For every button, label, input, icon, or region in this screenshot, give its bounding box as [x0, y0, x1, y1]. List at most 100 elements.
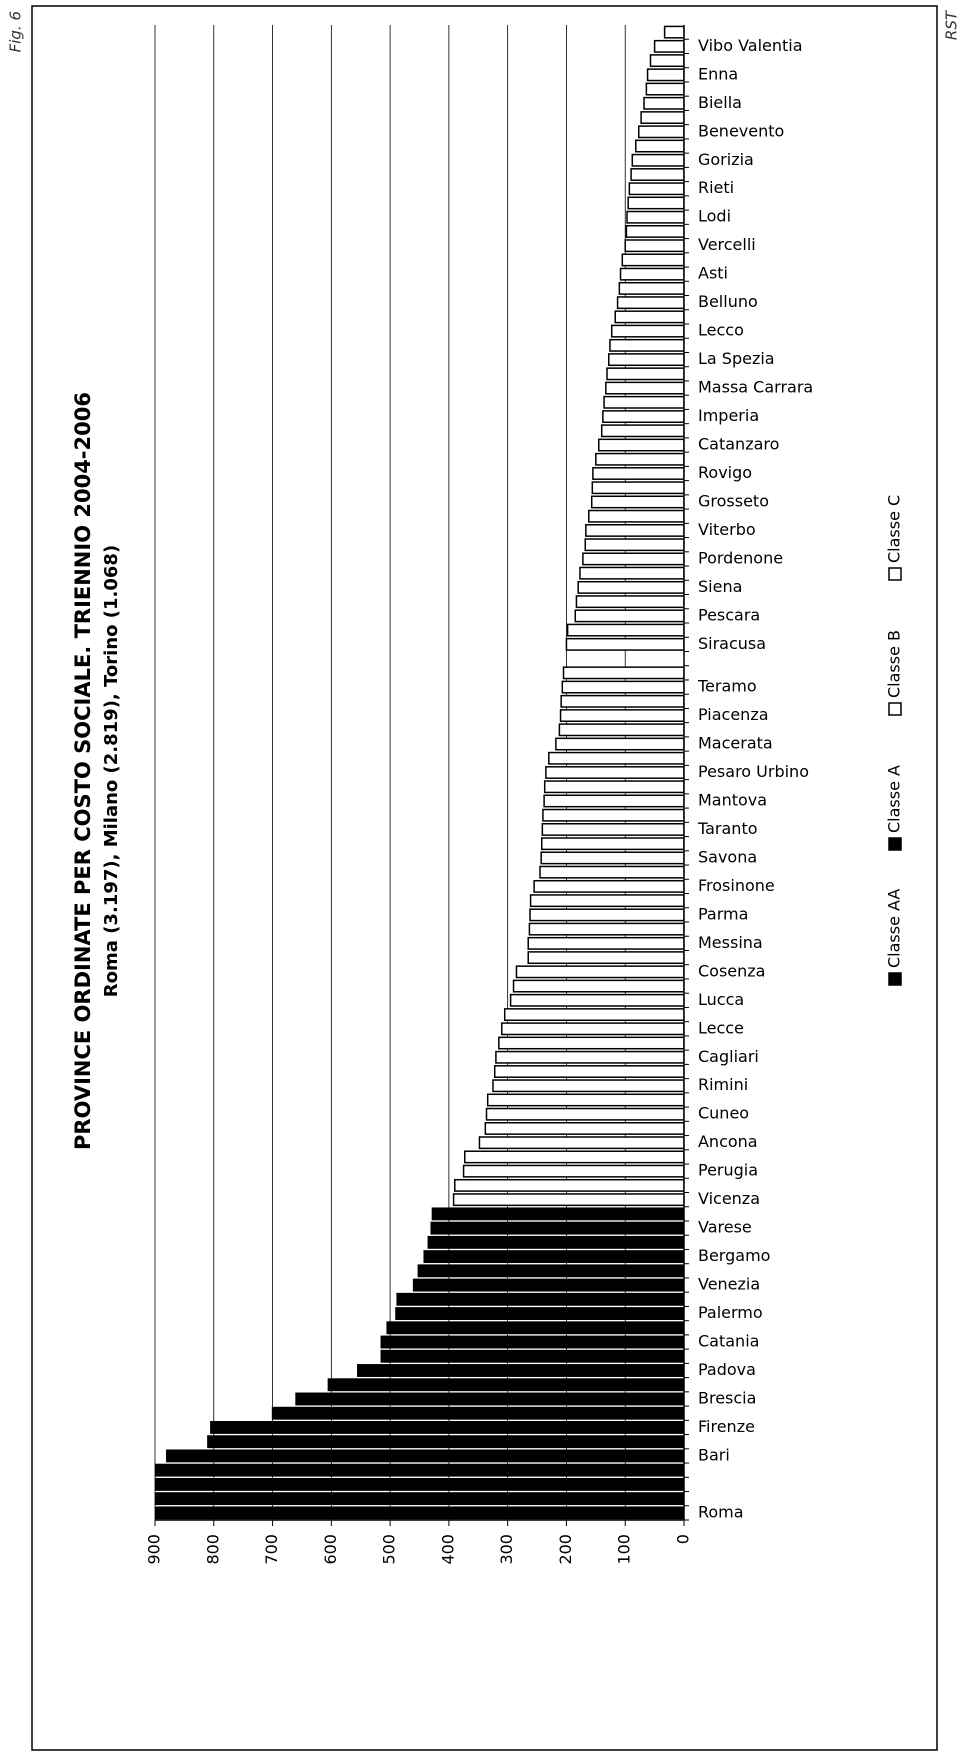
legend-label: Classe C	[885, 495, 904, 563]
bar	[625, 225, 684, 238]
bar	[495, 1050, 684, 1064]
x-tick-label: Bergamo	[698, 1246, 770, 1265]
bar	[396, 1292, 684, 1306]
bar	[412, 1278, 684, 1292]
x-tick-label: Massa Carrara	[698, 378, 813, 397]
y-tick-label: 500	[380, 1534, 399, 1565]
bar	[595, 452, 684, 466]
bar	[528, 922, 684, 936]
y-tick-label: 800	[203, 1534, 222, 1565]
x-tick-label: Palermo	[698, 1303, 763, 1322]
legend-label: Classe A	[885, 765, 904, 833]
bar	[645, 82, 684, 96]
bar	[621, 253, 684, 267]
x-tick-label: Venezia	[698, 1275, 760, 1294]
bar	[427, 1235, 684, 1249]
x-tick-label: Vicenza	[698, 1189, 760, 1208]
bar	[606, 367, 684, 381]
x-tick-label: Benevento	[698, 121, 784, 140]
x-tick-label: Frosinone	[698, 876, 775, 895]
x-tick-label: Firenze	[698, 1417, 755, 1436]
bar	[423, 1250, 684, 1264]
bar	[637, 125, 684, 139]
bar	[542, 808, 684, 822]
bar	[498, 1036, 684, 1050]
y-tick-label: 400	[438, 1534, 457, 1565]
bar	[653, 39, 684, 53]
figure-label: Fig. 6	[7, 11, 25, 52]
x-tick-label: Lodi	[698, 207, 731, 226]
legend-swatch	[888, 702, 902, 716]
bar	[155, 1492, 684, 1506]
x-tick-label: Taranto	[697, 819, 758, 838]
source-label: RST	[943, 9, 961, 40]
y-tick-label: 0	[674, 1534, 693, 1544]
x-tick-label: Varese	[698, 1218, 752, 1237]
bar	[454, 1178, 684, 1192]
bar	[560, 694, 684, 708]
bar	[649, 54, 684, 68]
bar	[155, 1506, 684, 1520]
bar	[646, 68, 684, 82]
bar	[431, 1207, 684, 1221]
bar	[529, 908, 684, 922]
border	[31, 5, 938, 1751]
bar	[509, 993, 684, 1007]
bar	[631, 153, 684, 167]
x-tick-label: Pordenone	[698, 548, 783, 567]
bar	[598, 438, 684, 452]
bar	[565, 637, 684, 651]
bar	[501, 1022, 684, 1036]
bar	[380, 1335, 684, 1349]
bar	[515, 965, 684, 979]
x-tick-label: Biella	[698, 93, 742, 112]
plot-area	[155, 25, 684, 1520]
bar	[588, 509, 684, 523]
bar	[529, 894, 684, 908]
bar	[485, 1107, 684, 1121]
bar	[584, 538, 684, 552]
bar	[640, 111, 684, 124]
bar	[582, 552, 684, 566]
bar	[166, 1449, 684, 1463]
y-tick-label: 100	[615, 1534, 634, 1565]
bar	[395, 1307, 684, 1320]
x-tick-label: Catania	[698, 1332, 759, 1351]
x-tick-label: Macerata	[698, 734, 773, 753]
bar	[628, 182, 684, 196]
bar	[543, 794, 684, 808]
bar	[155, 1463, 684, 1477]
bar	[602, 410, 684, 423]
bar	[386, 1321, 684, 1335]
bar	[561, 680, 684, 694]
bar	[626, 210, 684, 224]
y-tick-label: 300	[497, 1534, 516, 1565]
x-tick-label: Padova	[698, 1360, 756, 1379]
bar	[478, 1136, 684, 1150]
x-tick-label: Teramo	[697, 677, 757, 696]
bar	[610, 324, 684, 338]
bar	[545, 766, 684, 779]
x-tick-label: Brescia	[698, 1388, 756, 1407]
bar	[663, 25, 684, 39]
bar	[603, 395, 684, 409]
x-tick-label: La Spezia	[698, 349, 775, 368]
bar	[579, 566, 684, 580]
bar	[555, 737, 684, 751]
bar	[464, 1150, 684, 1164]
bar	[271, 1406, 684, 1420]
bar	[484, 1122, 684, 1135]
bar	[605, 381, 684, 395]
x-tick-label: Rovigo	[698, 463, 752, 482]
bar	[592, 467, 684, 480]
bar	[512, 979, 684, 993]
bar	[417, 1264, 684, 1278]
bar	[210, 1421, 684, 1434]
legend-swatch	[888, 972, 902, 986]
bar	[462, 1164, 684, 1178]
bar	[608, 353, 684, 367]
bar	[600, 424, 684, 438]
bar	[541, 823, 684, 836]
x-tick-label: Vercelli	[698, 235, 756, 254]
